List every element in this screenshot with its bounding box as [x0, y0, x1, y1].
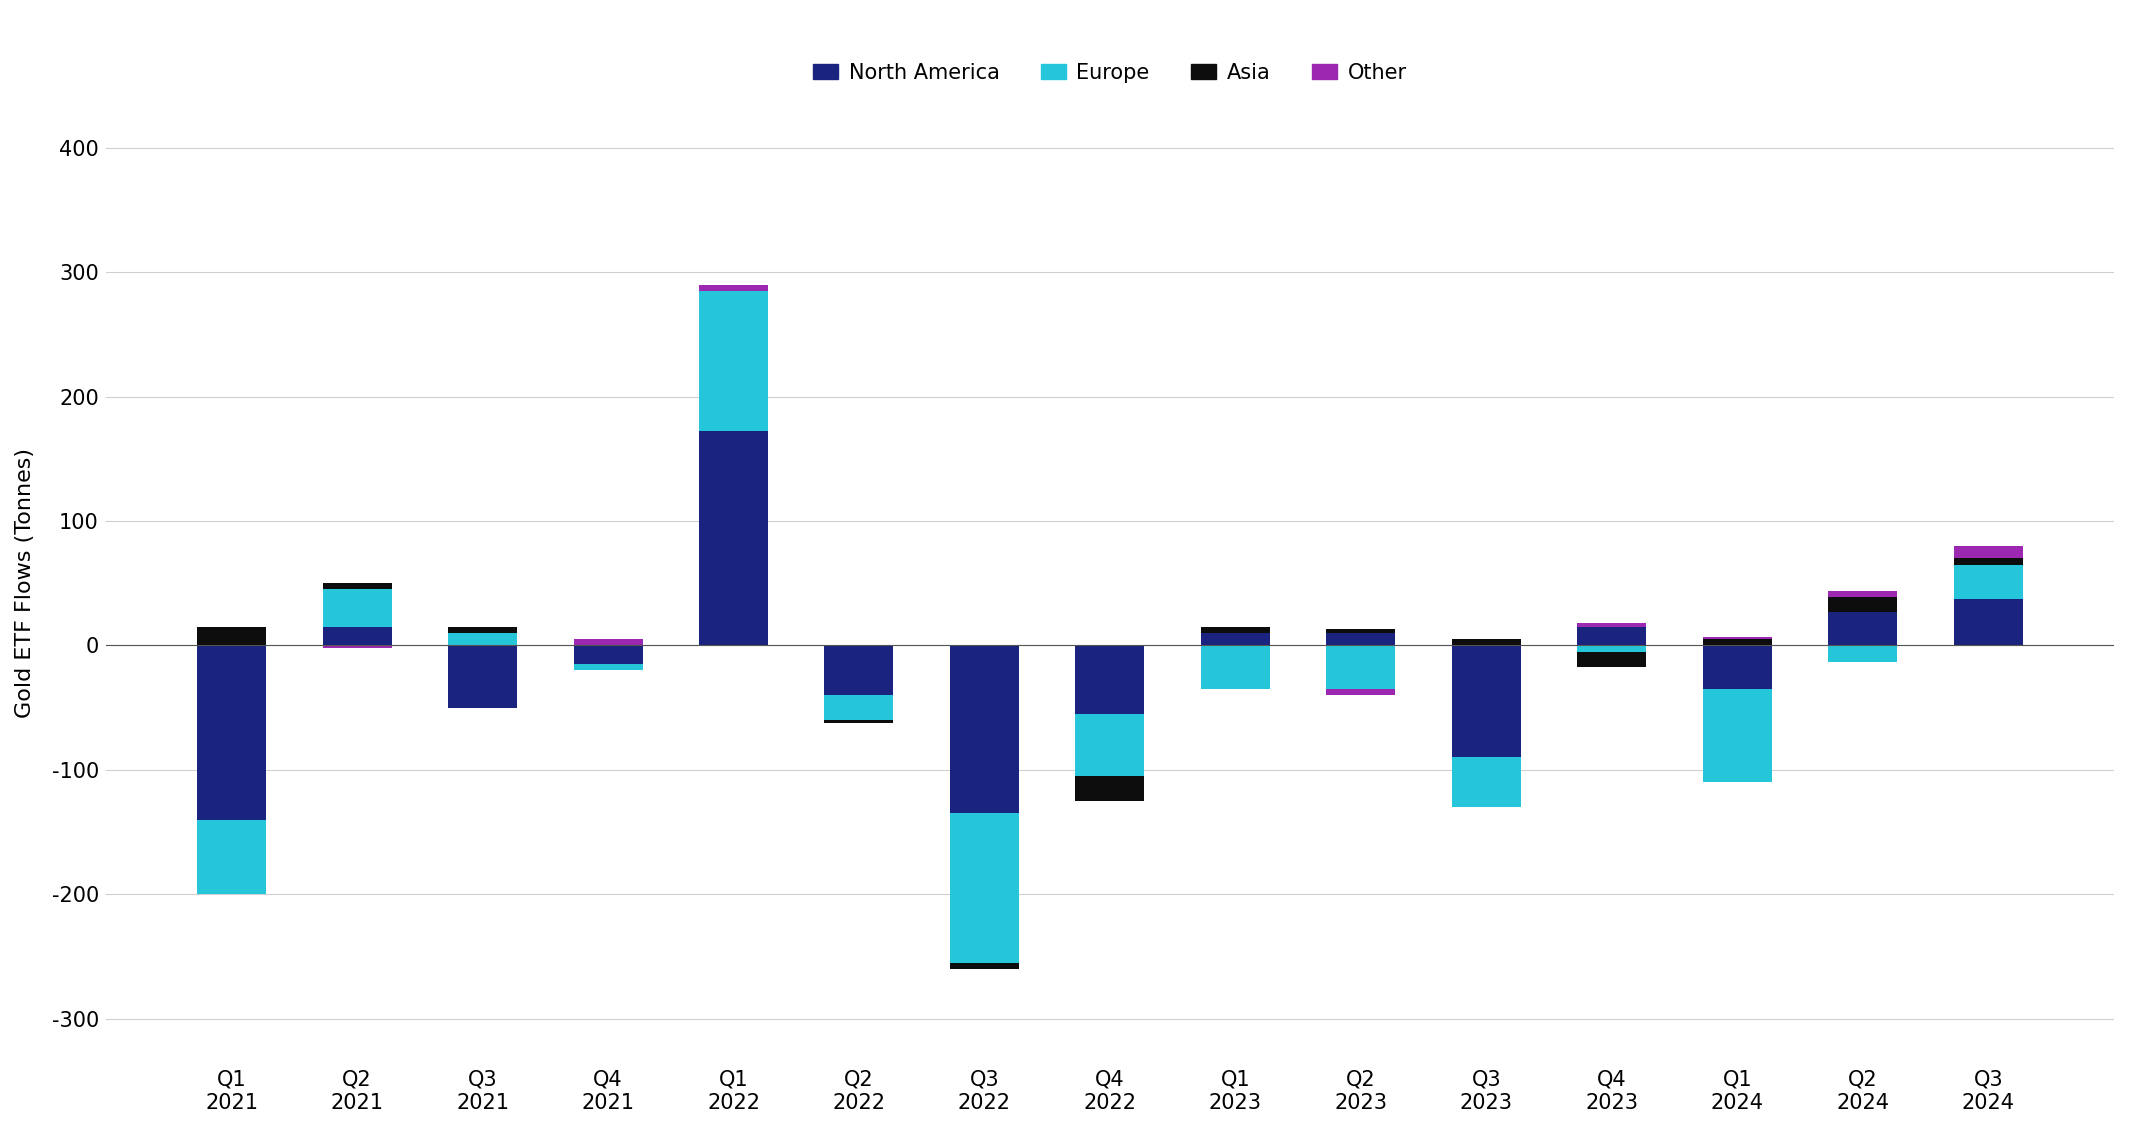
- Bar: [447, 633, 517, 645]
- Bar: [447, 645, 517, 707]
- Bar: [1452, 640, 1520, 645]
- Bar: [1326, 629, 1394, 633]
- Bar: [824, 695, 894, 720]
- Bar: [950, 645, 1020, 813]
- Bar: [324, 645, 392, 647]
- Bar: [1703, 636, 1771, 640]
- Bar: [573, 645, 643, 664]
- Bar: [950, 962, 1020, 969]
- Bar: [573, 664, 643, 670]
- Bar: [1201, 645, 1269, 689]
- Bar: [198, 820, 266, 895]
- Bar: [447, 627, 517, 633]
- Bar: [1326, 689, 1394, 695]
- Y-axis label: Gold ETF Flows (Tonnes): Gold ETF Flows (Tonnes): [15, 448, 34, 719]
- Bar: [1578, 652, 1646, 667]
- Bar: [824, 720, 894, 723]
- Bar: [950, 813, 1020, 962]
- Bar: [198, 627, 266, 645]
- Bar: [198, 645, 266, 820]
- Bar: [698, 284, 769, 291]
- Bar: [1452, 645, 1520, 757]
- Bar: [1829, 591, 1897, 597]
- Bar: [1703, 689, 1771, 782]
- Bar: [1703, 645, 1771, 689]
- Legend: North America, Europe, Asia, Other: North America, Europe, Asia, Other: [805, 55, 1416, 91]
- Bar: [1326, 645, 1394, 689]
- Bar: [1954, 546, 2023, 558]
- Bar: [698, 431, 769, 645]
- Bar: [1201, 633, 1269, 645]
- Bar: [1452, 757, 1520, 808]
- Bar: [1578, 645, 1646, 652]
- Bar: [698, 291, 769, 431]
- Bar: [1578, 627, 1646, 645]
- Bar: [1829, 597, 1897, 611]
- Bar: [1201, 627, 1269, 633]
- Bar: [1075, 776, 1145, 801]
- Bar: [1954, 599, 2023, 645]
- Bar: [1075, 714, 1145, 776]
- Bar: [1829, 645, 1897, 662]
- Bar: [1075, 645, 1145, 714]
- Bar: [1829, 611, 1897, 645]
- Bar: [1326, 633, 1394, 645]
- Bar: [324, 590, 392, 627]
- Bar: [824, 645, 894, 695]
- Bar: [1703, 640, 1771, 645]
- Bar: [1578, 623, 1646, 627]
- Bar: [573, 640, 643, 645]
- Bar: [1954, 558, 2023, 564]
- Bar: [324, 583, 392, 590]
- Bar: [324, 627, 392, 645]
- Bar: [1954, 564, 2023, 599]
